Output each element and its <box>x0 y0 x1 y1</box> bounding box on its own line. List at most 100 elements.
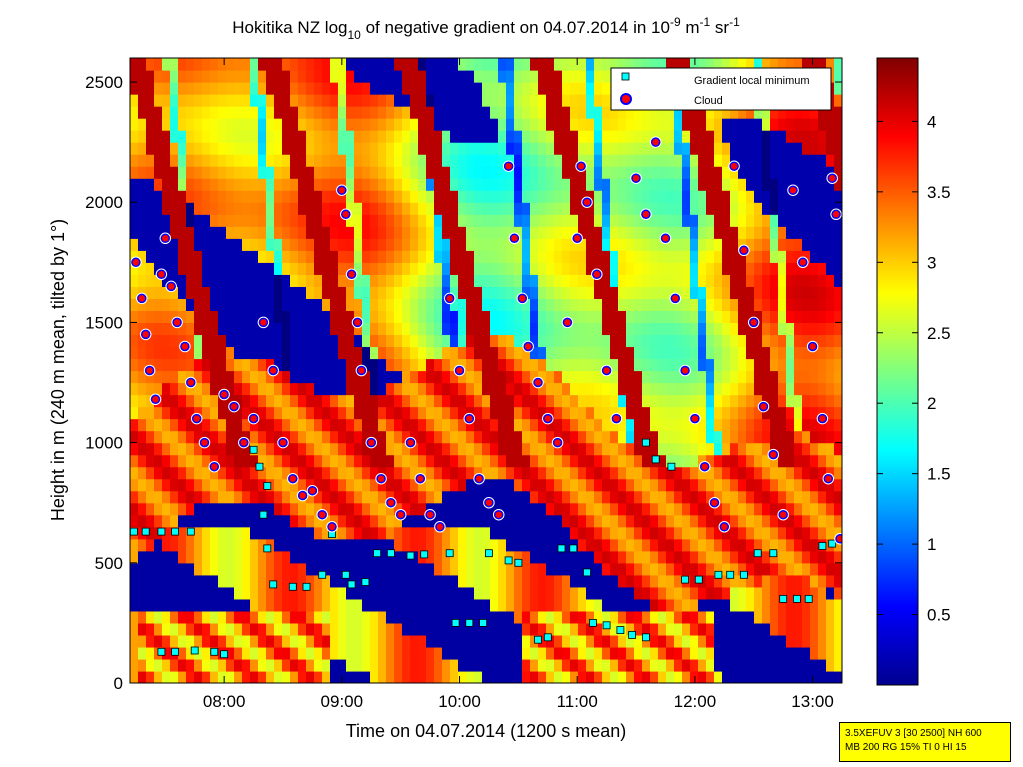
heatmap-cell <box>826 202 835 215</box>
heatmap-cell <box>290 358 299 372</box>
heatmap-cell <box>154 502 163 516</box>
heatmap-cell <box>674 442 683 456</box>
heatmap-cell <box>474 418 483 432</box>
heatmap-cell <box>810 514 819 528</box>
heatmap-cell <box>650 310 659 324</box>
heatmap-cell <box>178 118 187 131</box>
heatmap-cell <box>618 550 627 564</box>
heatmap-cell <box>634 406 643 420</box>
heatmap-cell <box>234 430 243 444</box>
heatmap-cell <box>378 286 387 299</box>
gradient-minimum-point <box>479 619 488 627</box>
heatmap-cell <box>474 442 483 456</box>
heatmap-cell <box>274 598 283 612</box>
heatmap-cell <box>290 526 299 540</box>
heatmap-cell <box>130 610 139 624</box>
heatmap-cell <box>562 94 571 107</box>
heatmap-cell <box>130 82 139 95</box>
heatmap-cell <box>562 214 571 227</box>
heatmap-cell <box>410 562 419 576</box>
heatmap-cell <box>722 586 731 600</box>
heatmap-cell <box>730 490 739 504</box>
heatmap-cell <box>818 250 827 263</box>
heatmap-cell <box>418 658 427 672</box>
heatmap-cell <box>378 310 387 324</box>
heatmap-cell <box>178 226 187 239</box>
heatmap-cell <box>314 658 323 672</box>
heatmap-cell <box>210 370 219 384</box>
heatmap-cell <box>714 490 723 504</box>
heatmap-cell <box>498 670 507 683</box>
heatmap-cell <box>442 130 451 143</box>
heatmap-cell <box>738 670 747 683</box>
cloud-point <box>464 413 475 424</box>
heatmap-cell <box>178 370 187 384</box>
heatmap-cell <box>274 658 283 672</box>
heatmap-cell <box>634 274 643 287</box>
heatmap-cell <box>458 586 467 600</box>
heatmap-cell <box>250 646 259 660</box>
heatmap-cell <box>538 514 547 528</box>
heatmap-cell <box>338 262 347 275</box>
heatmap-cell <box>834 274 842 287</box>
heatmap-cell <box>474 466 483 480</box>
heatmap-cell <box>362 178 371 191</box>
heatmap-cell <box>242 106 251 119</box>
heatmap-cell <box>234 442 243 456</box>
heatmap-cell <box>746 166 755 179</box>
heatmap-cell <box>682 442 691 456</box>
heatmap-cell <box>418 418 427 432</box>
heatmap-cell <box>402 586 411 600</box>
heatmap-cell <box>762 298 771 311</box>
heatmap-cell <box>362 202 371 215</box>
heatmap-cell <box>298 466 307 480</box>
heatmap-cell <box>402 226 411 239</box>
heatmap-cell <box>634 394 643 408</box>
heatmap-cell <box>602 262 611 275</box>
heatmap-cell <box>386 274 395 287</box>
heatmap-cell <box>490 418 499 432</box>
heatmap-cell <box>650 286 659 299</box>
heatmap-cell <box>298 334 307 348</box>
heatmap-cell <box>202 310 211 324</box>
heatmap-cell <box>690 634 699 648</box>
heatmap-cell <box>666 442 675 456</box>
heatmap-cell <box>418 634 427 648</box>
heatmap-cell <box>346 106 355 119</box>
heatmap-cell <box>346 370 355 384</box>
heatmap-cell <box>682 358 691 372</box>
heatmap-cell <box>578 634 587 648</box>
heatmap-cell <box>226 250 235 263</box>
heatmap-cell <box>802 586 811 600</box>
heatmap-cell <box>666 250 675 263</box>
heatmap-cell <box>778 262 787 275</box>
cloud-point <box>386 497 396 508</box>
heatmap-cell <box>210 262 219 275</box>
heatmap-cell <box>754 478 763 492</box>
heatmap-cell <box>138 406 147 420</box>
heatmap-cell <box>554 622 563 636</box>
heatmap-cell <box>242 82 251 95</box>
heatmap-cell <box>674 418 683 432</box>
heatmap-cell <box>210 166 219 179</box>
heatmap-cell <box>618 226 627 239</box>
heatmap-cell <box>618 526 627 540</box>
heatmap-cell <box>298 382 307 396</box>
heatmap-cell <box>338 250 347 263</box>
heatmap-cell <box>234 646 243 660</box>
heatmap-cell <box>466 418 475 432</box>
heatmap-cell <box>674 370 683 384</box>
heatmap-cell <box>834 598 842 612</box>
heatmap-cell <box>794 310 803 324</box>
heatmap-cell <box>586 490 595 504</box>
heatmap-cell <box>434 634 443 648</box>
heatmap-cell <box>410 178 419 191</box>
heatmap-cell <box>730 646 739 660</box>
heatmap-cell <box>658 358 667 372</box>
heatmap-cell <box>330 418 339 432</box>
heatmap-cell <box>546 298 555 311</box>
heatmap-cell <box>266 442 275 456</box>
heatmap-cell <box>466 514 475 528</box>
heatmap-cell <box>714 610 723 624</box>
heatmap-cell <box>298 514 307 528</box>
